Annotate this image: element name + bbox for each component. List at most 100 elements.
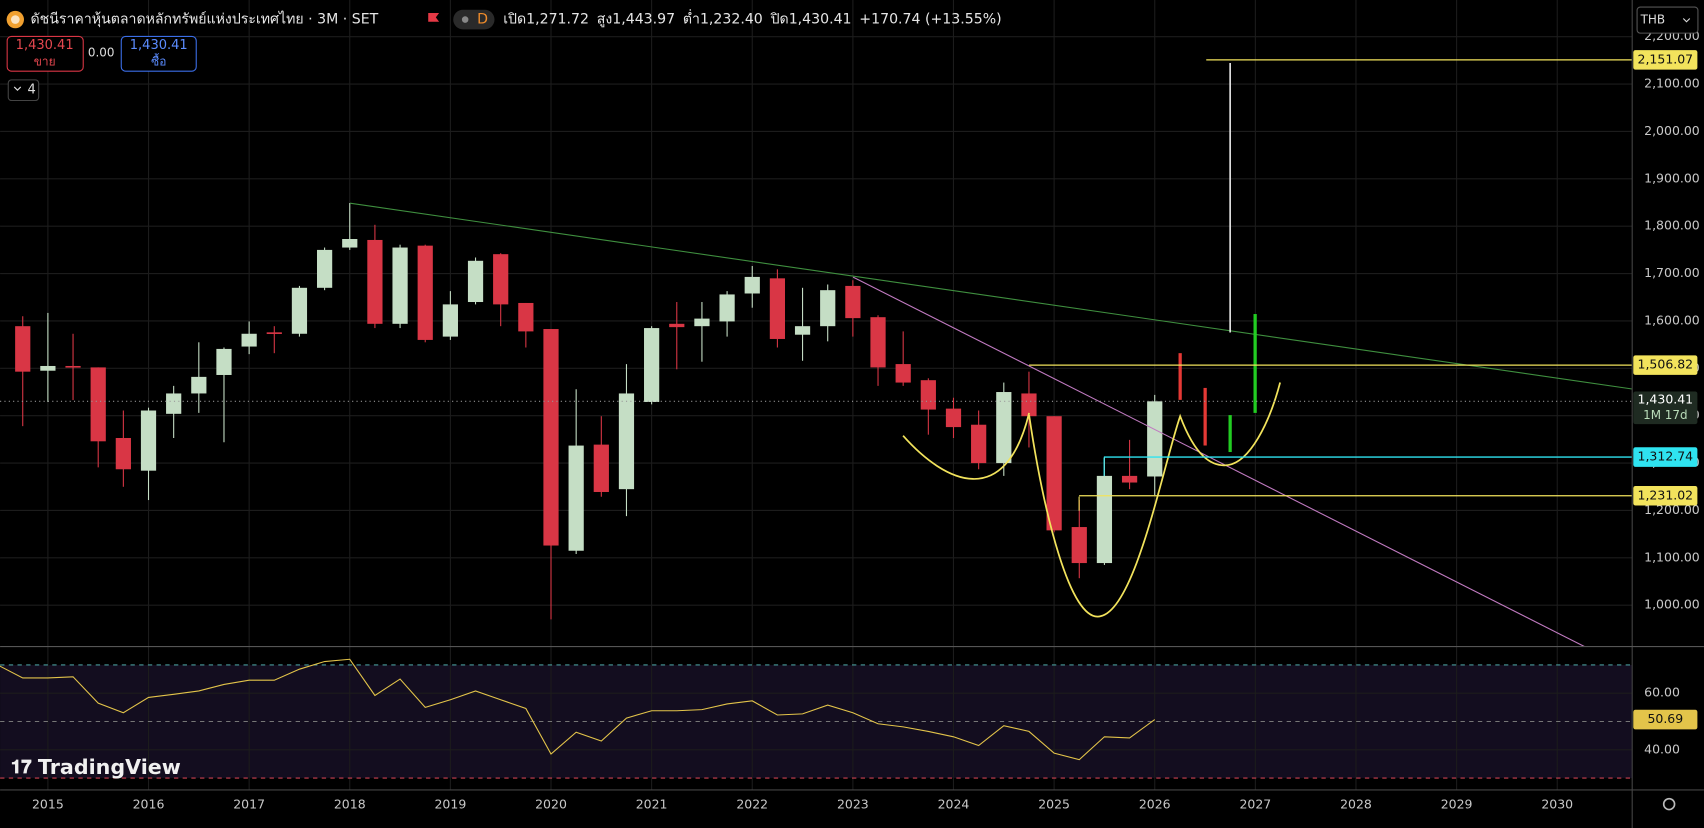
x-tick-label: 2016 (133, 797, 165, 812)
settings-icon[interactable] (1662, 797, 1676, 811)
candle-body (593, 444, 609, 492)
candle-body (719, 294, 735, 322)
candle-body (618, 393, 635, 490)
candle-body (769, 278, 786, 339)
y-tick-label: 40.00 (1644, 741, 1680, 756)
symbol-title: ดัชนีราคาหุ้นตลาดหลักทรัพย์แห่งประเทศไทย… (31, 11, 379, 28)
symbol-logo (10, 15, 20, 24)
trend-line (852, 276, 1585, 648)
candle-body (794, 326, 811, 335)
rsi-badge (1633, 709, 1698, 730)
buy-button[interactable] (120, 35, 197, 72)
candle-body (417, 245, 433, 340)
candle-body (291, 287, 308, 334)
flag-icon[interactable] (428, 13, 440, 22)
y-tick-label: 1,100.00 (1644, 549, 1700, 564)
y-tick-label: 1,900.00 (1644, 170, 1700, 185)
rsi-badge-label: 50.69 (1647, 711, 1683, 726)
indicator-count: 4 (27, 83, 35, 98)
sell-price: 1,430.41 (16, 38, 74, 53)
candle-body (568, 445, 584, 551)
buy-label: ซื้อ (151, 52, 166, 68)
candle-body (518, 302, 534, 332)
x-tick-label: 2025 (1038, 797, 1070, 812)
logo: 𝟏𝟕 TradingView (11, 755, 181, 779)
logo-text: TradingView (38, 755, 181, 779)
candle-body (845, 285, 861, 319)
candle-body (996, 392, 1012, 464)
level-badge-label: 1,231.02 (1638, 487, 1694, 502)
logo-mark: 𝟏𝟕 (11, 757, 38, 778)
sell-label: ขาย (34, 54, 56, 68)
x-tick-label: 2026 (1139, 797, 1171, 812)
x-tick-label: 2028 (1340, 797, 1372, 812)
price-badge-label: 1,430.41 (1638, 392, 1694, 407)
x-tick-label: 2015 (32, 797, 64, 812)
ohlc: เปิด1,271.72 สูง1,443.97 ต่ำ1,232.40 ปิด… (503, 9, 1001, 28)
level-badge-label: 2,151.07 (1638, 51, 1694, 66)
chevron (13, 86, 22, 91)
candle-body (115, 437, 131, 470)
projection-bar (1228, 415, 1232, 453)
trend-line (349, 202, 1633, 390)
ohlc-label: เปิด (503, 12, 526, 28)
candle-body (316, 249, 333, 288)
projection-bar (1203, 387, 1207, 446)
price-badge (1633, 391, 1698, 425)
toolbar: ดัชนีราคาหุ้นตลาดหลักทรัพย์แห่งประเทศไทย… (6, 6, 1699, 811)
candle-body (1046, 416, 1062, 531)
x-tick-label: 2017 (233, 797, 265, 812)
level-badge (1633, 355, 1698, 375)
sell-button[interactable] (6, 35, 84, 72)
spread: 0.00 (88, 46, 115, 60)
candle-body (669, 323, 685, 328)
candle-body (1147, 401, 1163, 477)
y-tick-label: 1,000.00 (1644, 597, 1700, 612)
status-pill[interactable] (453, 9, 495, 30)
candle-body (166, 393, 182, 414)
level-badge (1633, 485, 1698, 506)
x-tick-label: 2023 (837, 797, 869, 812)
y-tick-label: 1,200.00 (1644, 502, 1700, 517)
candle-body (467, 260, 484, 303)
y-tick-label: 60.00 (1644, 685, 1680, 700)
status-badge: D (477, 12, 488, 28)
candle-body (140, 410, 157, 471)
x-tick-label: 2020 (535, 797, 567, 812)
candle-body (442, 304, 458, 337)
currency-select[interactable] (1636, 6, 1699, 34)
countdown: 1M 17d (1643, 408, 1687, 422)
currency: THB (1640, 13, 1665, 27)
projection-bar (1253, 314, 1257, 413)
buy-price: 1,430.41 (130, 38, 188, 53)
candle-body (644, 328, 660, 402)
candle-body (216, 348, 232, 375)
candle-body (870, 317, 886, 368)
candle-body (1021, 393, 1037, 417)
candle-body (895, 364, 911, 383)
candle-body (820, 290, 836, 327)
candle-body (920, 380, 936, 410)
candle-body (65, 365, 81, 368)
candle-body (266, 332, 282, 334)
ohlc-label: สูง (597, 12, 613, 28)
level-badge (1633, 447, 1698, 467)
y-tick-label: 1,700.00 (1644, 265, 1700, 280)
x-tick-label: 2029 (1441, 797, 1473, 812)
ohlc-value: 1,232.40 (700, 12, 763, 28)
x-tick-label: 2030 (1541, 797, 1573, 812)
candle-body (493, 254, 509, 305)
candle-body (694, 318, 710, 327)
candle-body (191, 376, 207, 394)
ohlc-change: +170.74 (+13.55%) (859, 12, 1001, 28)
indicator-toggle[interactable] (7, 79, 40, 102)
ohlc-label: ต่ำ (683, 9, 700, 28)
candle-body (1071, 527, 1087, 564)
x-tick-label: 2018 (334, 797, 366, 812)
projection-bar (1178, 353, 1182, 400)
x-tick-label: 2022 (736, 797, 768, 812)
level-badge-label: 1,312.74 (1638, 449, 1694, 464)
chevron (1682, 18, 1691, 23)
